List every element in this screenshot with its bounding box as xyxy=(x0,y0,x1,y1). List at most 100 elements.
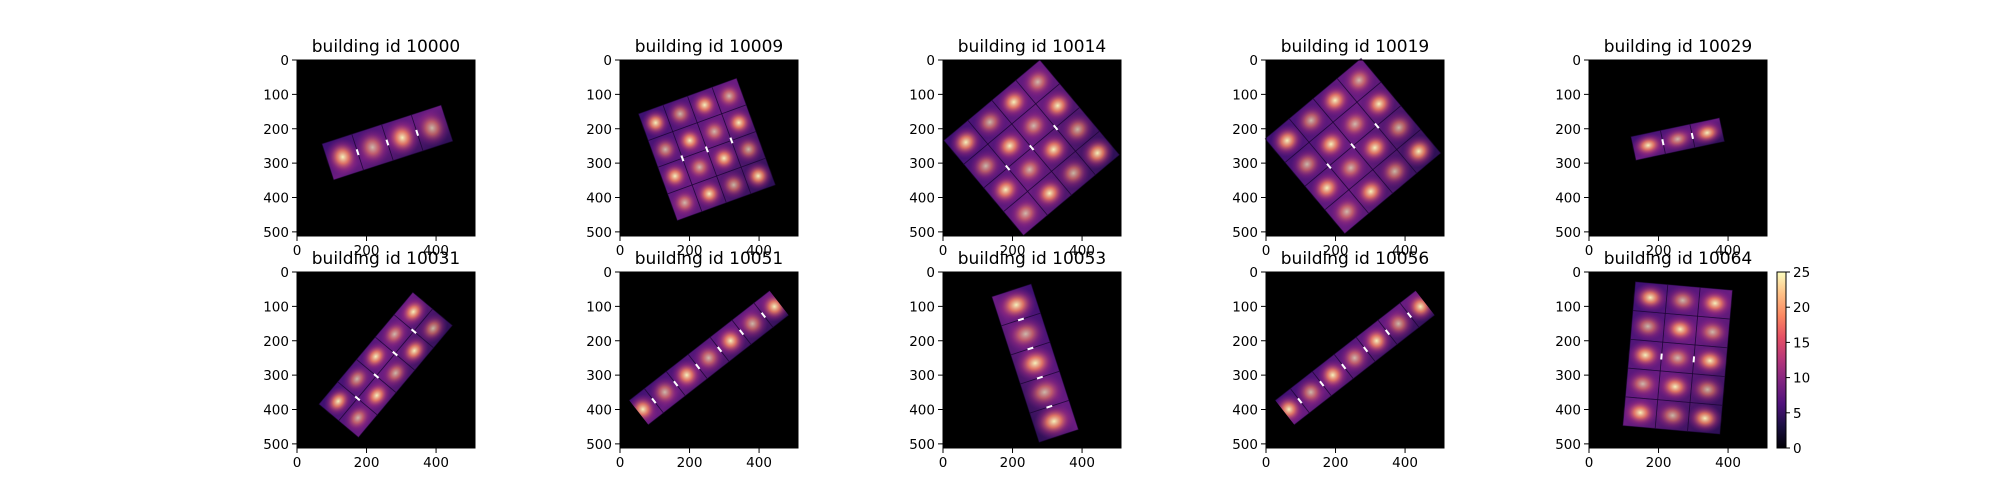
panel-2: building id 10009 0 200 400 0 100 200 300 400 500 xyxy=(586,37,799,259)
y-tick-label: 0 xyxy=(1572,265,1581,281)
y-tick-label: 200 xyxy=(1555,334,1581,350)
panel-title: building id 10031 xyxy=(312,249,461,269)
axes-frame xyxy=(619,271,799,449)
y-tick-label: 100 xyxy=(586,87,612,103)
axes-frame xyxy=(619,59,799,237)
y-tick-label: 300 xyxy=(1232,156,1258,172)
colorbar-tick-label: 10 xyxy=(1793,371,1810,387)
panel-title: building id 10014 xyxy=(958,37,1107,57)
x-tick-label: 0 xyxy=(1585,455,1594,471)
x-tick-label: 200 xyxy=(677,243,703,259)
y-tick-label: 500 xyxy=(909,437,935,453)
x-tick-label: 400 xyxy=(1715,455,1741,471)
building-footprint xyxy=(1630,117,1725,161)
y-tick-label: 200 xyxy=(263,334,289,350)
y-tick-label: 100 xyxy=(586,299,612,315)
y-tick-label: 0 xyxy=(1249,53,1258,69)
x-tick-label: 200 xyxy=(1323,243,1349,259)
axes-frame xyxy=(942,59,1122,237)
building-footprint xyxy=(1622,281,1733,435)
y-tick-label: 200 xyxy=(586,334,612,350)
y-tick-label: 400 xyxy=(263,191,289,207)
x-tick-label: 0 xyxy=(293,243,302,259)
x-tick-label: 400 xyxy=(1715,243,1741,259)
panel-10: building id 10064 0 200 400 0 100 200 300 400 500 xyxy=(1555,249,1768,471)
panel-6: building id 10031 0 200 400 0 100 200 300 400 500 xyxy=(263,249,476,471)
y-tick-label: 500 xyxy=(263,437,289,453)
x-tick-label: 400 xyxy=(1392,455,1418,471)
y-tick-label: 0 xyxy=(603,53,612,69)
panel-title: building id 10064 xyxy=(1604,249,1753,269)
panel-9: building id 10056 0 200 400 0 100 200 300 400 500 xyxy=(1232,249,1445,471)
panel-title: building id 10051 xyxy=(635,249,784,269)
panels-group: building id 10000 0 200 400 0 100 200 300 400 500… xyxy=(263,37,1768,471)
y-tick-label: 400 xyxy=(586,191,612,207)
colorbar-tick-label: 15 xyxy=(1793,335,1810,351)
y-tick-label: 300 xyxy=(263,368,289,384)
y-tick-label: 0 xyxy=(280,265,289,281)
y-tick-label: 0 xyxy=(1572,53,1581,69)
axes-frame xyxy=(942,271,1122,449)
y-tick-label: 400 xyxy=(1232,403,1258,419)
building-footprint xyxy=(321,104,454,181)
axes-frame xyxy=(1588,271,1768,449)
y-tick-label: 200 xyxy=(1232,334,1258,350)
y-tick-label: 100 xyxy=(909,87,935,103)
y-tick-label: 400 xyxy=(1555,403,1581,419)
x-tick-label: 200 xyxy=(1000,455,1026,471)
panel-title: building id 10009 xyxy=(635,37,784,57)
x-tick-label: 0 xyxy=(1262,243,1271,259)
x-tick-label: 200 xyxy=(354,243,380,259)
panel-4: building id 10019 0 200 400 0 100 200 300 400 500 xyxy=(1232,37,1445,259)
y-tick-label: 300 xyxy=(586,368,612,384)
x-tick-label: 0 xyxy=(1585,243,1594,259)
y-tick-label: 200 xyxy=(909,122,935,138)
x-tick-label: 400 xyxy=(746,455,772,471)
y-tick-label: 300 xyxy=(263,156,289,172)
y-tick-label: 300 xyxy=(909,156,935,172)
building-footprint xyxy=(1267,285,1442,431)
y-tick-label: 400 xyxy=(1555,191,1581,207)
y-tick-label: 500 xyxy=(1232,437,1258,453)
y-tick-label: 300 xyxy=(1232,368,1258,384)
x-tick-label: 400 xyxy=(1069,243,1095,259)
x-tick-label: 0 xyxy=(616,243,625,259)
x-tick-label: 200 xyxy=(1000,243,1026,259)
y-tick-label: 0 xyxy=(926,265,935,281)
colorbar: 0 5 10 15 20 25 xyxy=(1776,265,1810,457)
y-tick-label: 0 xyxy=(603,265,612,281)
colorbar-bar xyxy=(1776,271,1787,449)
colorbar-tick-label: 25 xyxy=(1793,265,1810,281)
panel-1: building id 10000 0 200 400 0 100 200 300 400 500 xyxy=(263,37,476,259)
building-footprint xyxy=(943,59,1120,236)
x-tick-label: 0 xyxy=(939,243,948,259)
y-tick-label: 200 xyxy=(1555,122,1581,138)
y-tick-label: 300 xyxy=(1555,156,1581,172)
y-tick-label: 0 xyxy=(926,53,935,69)
panel-7: building id 10051 0 200 400 0 100 200 300 400 500 xyxy=(586,249,799,471)
x-tick-label: 0 xyxy=(293,455,302,471)
y-tick-label: 100 xyxy=(263,299,289,315)
y-tick-label: 200 xyxy=(263,122,289,138)
x-tick-label: 200 xyxy=(354,455,380,471)
panel-title: building id 10019 xyxy=(1281,37,1430,57)
y-tick-label: 500 xyxy=(263,225,289,241)
x-tick-label: 0 xyxy=(1262,455,1271,471)
x-tick-label: 200 xyxy=(1646,455,1672,471)
panel-title: building id 10000 xyxy=(312,37,461,57)
axes-frame xyxy=(296,59,476,237)
building-footprint xyxy=(637,77,776,222)
colorbar-tick-label: 0 xyxy=(1793,441,1802,457)
y-tick-label: 100 xyxy=(1232,299,1258,315)
y-tick-label: 100 xyxy=(1555,299,1581,315)
panel-title: building id 10029 xyxy=(1604,37,1753,57)
x-tick-label: 400 xyxy=(1392,243,1418,259)
building-footprint xyxy=(1264,57,1442,235)
y-tick-label: 400 xyxy=(263,403,289,419)
y-tick-label: 100 xyxy=(1555,87,1581,103)
y-tick-label: 500 xyxy=(1555,437,1581,453)
y-tick-label: 300 xyxy=(909,368,935,384)
panel-8: building id 10053 0 200 400 0 100 200 300 400 500 xyxy=(909,249,1122,471)
y-tick-label: 300 xyxy=(1555,368,1581,384)
